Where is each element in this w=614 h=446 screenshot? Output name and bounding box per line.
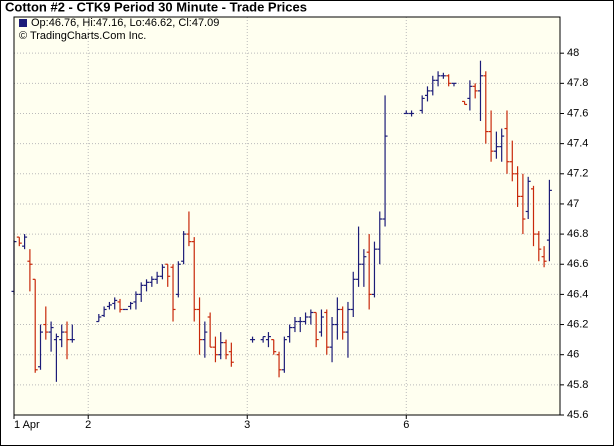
y-tick-label: 47.6	[567, 107, 588, 119]
copyright: © TradingCharts.Com Inc.	[19, 30, 146, 42]
x-tick-label: 1 Apr	[14, 419, 40, 431]
y-tick-label: 45.6	[567, 409, 588, 421]
chart-title: Cotton #2 - CTK9 Period 30 Minute - Trad…	[5, 0, 307, 14]
y-tick-label: 46.2	[567, 318, 588, 330]
y-tick-label: 47.2	[567, 168, 588, 180]
y-tick-label: 45.8	[567, 379, 588, 391]
y-tick-label: 47.8	[567, 77, 588, 89]
x-tick-label: 6	[403, 419, 409, 431]
plot-frame	[13, 16, 561, 416]
y-tick-label: 46	[567, 349, 579, 361]
legend-text: Op:46.76, Hi:47.16, Lo:46.62, Cl:47.09	[31, 17, 219, 29]
x-tick-label: 3	[244, 419, 250, 431]
y-tick-label: 46.4	[567, 288, 588, 300]
y-tick-label: 46.6	[567, 258, 588, 270]
marks	[11, 60, 552, 382]
y-tick-label: 46.8	[567, 228, 588, 240]
y-tick-label: 47.4	[567, 138, 588, 150]
legend-swatch	[19, 19, 27, 27]
x-tick-label: 2	[85, 419, 91, 431]
plot-area	[14, 17, 560, 415]
y-tick-label: 47	[567, 198, 579, 210]
y-tick-label: 48	[567, 47, 579, 59]
